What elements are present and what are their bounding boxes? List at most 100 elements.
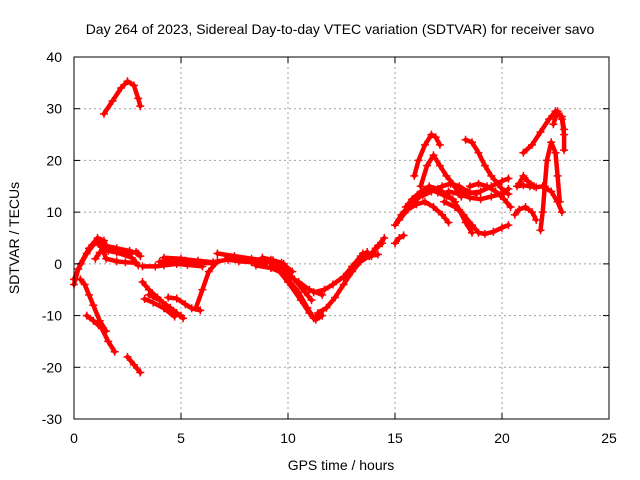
data-point [314, 309, 322, 317]
series-arc-8 [95, 238, 143, 258]
data-point [181, 300, 190, 309]
data-point [284, 278, 292, 286]
axis-tick-labels: 0 5 10 15 20 25 -30 -20 -10 0 10 20 30 40 [42, 49, 617, 446]
data-point [95, 238, 104, 247]
y-tick-label: 40 [46, 49, 62, 65]
series-arc-23 [314, 250, 382, 317]
series-line [142, 296, 177, 319]
data-point [427, 187, 436, 196]
series-arc-44 [549, 107, 569, 155]
data-point [311, 315, 320, 324]
data-point [483, 182, 491, 191]
series-arc-34 [440, 197, 513, 238]
data-point [159, 253, 168, 262]
data-point [532, 215, 541, 224]
data-point [560, 130, 569, 139]
x-tick-label: 10 [280, 430, 296, 446]
data-point [519, 171, 528, 180]
data-point [112, 244, 121, 253]
series-line [463, 137, 511, 197]
data-point [553, 107, 562, 116]
data-point [498, 223, 506, 232]
y-tick-label: 10 [46, 204, 62, 220]
data-point [500, 195, 509, 204]
data-point [421, 140, 429, 149]
data-point [455, 187, 464, 196]
data-point [557, 208, 566, 217]
data-point [444, 187, 453, 196]
data-point [440, 197, 449, 206]
data-point [474, 179, 483, 188]
series-arc-1 [100, 77, 145, 118]
data-point [442, 171, 451, 180]
data-point [309, 288, 318, 297]
data-point [412, 200, 421, 209]
data-point [331, 293, 340, 302]
data-point [117, 84, 126, 92]
data-point [213, 249, 222, 258]
series-arc-5 [82, 311, 119, 356]
data-point [538, 208, 547, 217]
data-point [510, 210, 519, 219]
data-point [414, 156, 423, 165]
data-point [549, 120, 558, 129]
data-point [170, 312, 179, 321]
data-point [102, 254, 111, 263]
data-point [140, 295, 149, 303]
data-point [444, 218, 453, 227]
x-tick-label: 0 [70, 430, 78, 446]
series-arc-15 [159, 253, 218, 267]
data-point [421, 197, 429, 206]
data-point [129, 360, 138, 369]
data-point [204, 267, 213, 276]
data-point [540, 182, 549, 191]
data-point [241, 255, 250, 264]
data-point [339, 272, 348, 281]
data-point [110, 347, 119, 356]
data-point [493, 179, 502, 188]
series-arc-38 [465, 179, 515, 211]
y-tick-label: -10 [42, 308, 62, 324]
data-point [164, 293, 173, 302]
data-point [339, 280, 348, 289]
data-point [307, 296, 316, 305]
data-point [429, 203, 438, 211]
data-point [74, 265, 83, 273]
data-point [474, 148, 483, 157]
data-point [102, 241, 111, 250]
data-point [89, 316, 98, 325]
y-tick-label: -20 [42, 359, 62, 375]
data-point [177, 254, 185, 263]
data-point [112, 257, 121, 266]
series-arc-40 [510, 203, 541, 224]
data-point [89, 301, 98, 310]
data-point [129, 81, 138, 90]
y-tick-label: -30 [42, 411, 62, 427]
data-point [358, 254, 367, 263]
data-point [91, 254, 100, 263]
data-point [504, 190, 513, 198]
data-point [423, 161, 432, 170]
data-point [480, 161, 489, 170]
data-point [80, 280, 89, 289]
data-point [104, 337, 113, 346]
series-arc-10 [144, 290, 188, 323]
data-point [213, 257, 222, 266]
data-point [151, 262, 160, 271]
data-point [468, 138, 476, 147]
data-point [76, 275, 85, 284]
data-point [138, 262, 147, 271]
data-point [373, 250, 382, 259]
data-point [528, 208, 536, 217]
data-point [82, 311, 91, 320]
data-point [491, 187, 500, 196]
data-point [515, 205, 524, 214]
data-point [551, 148, 560, 157]
data-point [555, 197, 564, 206]
data-point [352, 259, 361, 268]
data-point [391, 239, 399, 248]
data-point [410, 171, 419, 180]
data-point [435, 140, 444, 149]
data-point [523, 177, 532, 186]
